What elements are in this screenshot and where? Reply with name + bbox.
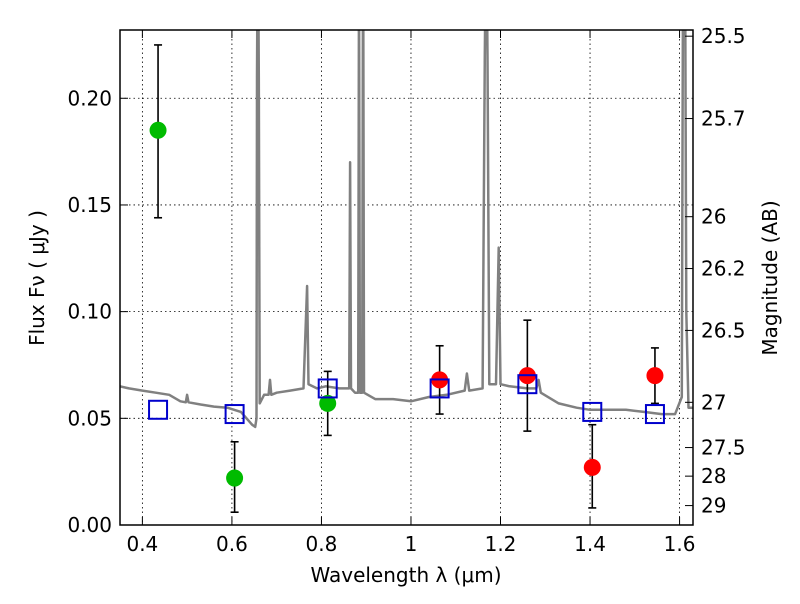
model-point-blue-square	[582, 401, 603, 422]
data-point-green	[319, 394, 337, 412]
x-tick-label: 0.8	[306, 532, 338, 556]
x-axis-title: Wavelength λ (μm)	[310, 563, 501, 587]
model-point-blue-square	[644, 404, 665, 425]
y2-tick-label: 26.5	[701, 318, 746, 342]
data-point-red	[646, 367, 664, 385]
x-tick-label: 1.6	[664, 532, 696, 556]
model-spectrum	[120, 30, 693, 429]
model-point-blue-square	[148, 399, 169, 420]
y2-axis-title: Magnitude (AB)	[758, 200, 782, 355]
y-tick-label: 0.15	[67, 193, 112, 217]
grid	[120, 30, 693, 526]
model-point-blue-square	[517, 374, 538, 395]
model-spectrum-line	[120, 30, 693, 429]
x-tick-label: 1.4	[574, 532, 606, 556]
y2-tick-label: 29	[701, 494, 726, 518]
x-tick-label: 0.4	[126, 532, 158, 556]
x-tick-label: 1.2	[485, 532, 517, 556]
y2-tick-label: 26	[701, 205, 726, 229]
y2-tick-label: 27	[701, 390, 726, 414]
y2-tick-label: 25.7	[701, 107, 746, 131]
data-markers	[148, 44, 665, 513]
plot-frame	[119, 29, 694, 526]
model-point-blue-square	[224, 404, 245, 425]
y-tick-label: 0.10	[67, 300, 112, 324]
y2-tick-label: 26.2	[701, 257, 746, 281]
data-point-green	[149, 121, 167, 139]
data-point-red	[583, 458, 601, 476]
axes: 0.4 0.6 0.8 1 1.2 1.4 1.6 0.00 0.05 0.10 0.15 0.20 2…	[67, 24, 745, 556]
model-point-blue-square	[317, 378, 338, 399]
y2-tick-label: 28	[701, 464, 726, 488]
y-tick-label: 0.05	[67, 406, 112, 430]
y2-tick-label: 27.5	[701, 436, 746, 460]
y-tick-label: 0.00	[67, 513, 112, 537]
model-point-blue-square	[429, 378, 450, 399]
data-point-green	[226, 469, 244, 487]
y-tick-label: 0.20	[67, 86, 112, 110]
x-tick-label: 0.6	[216, 532, 248, 556]
y2-tick-label: 25.5	[701, 24, 746, 48]
x-tick-label: 1	[405, 532, 418, 556]
y-axis-title: Flux Fν ( μJy )	[25, 210, 49, 346]
